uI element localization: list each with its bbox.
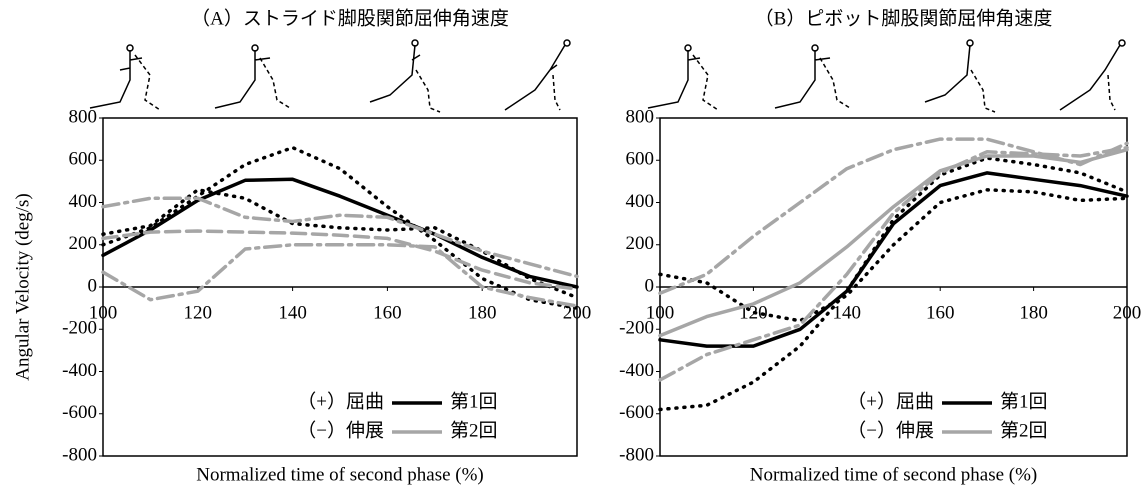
series-line [658, 171, 1129, 348]
y-tick-label: -200 [62, 318, 97, 339]
chart-title: （B）ピボット脚股関節屈伸角速度 [755, 7, 1053, 29]
y-axis-label: Angular Velocity (deg/s) [12, 193, 33, 381]
series-line [658, 188, 1129, 323]
legend-label: 第2回 [1000, 419, 1048, 441]
legend-annotation: （−）伸展 [297, 419, 384, 441]
y-tick-label: -600 [619, 402, 654, 423]
y-tick-label: -800 [619, 444, 654, 465]
x-tick-label: 200 [563, 302, 592, 323]
series-line [658, 147, 1129, 338]
x-tick-label: 200 [1113, 302, 1142, 323]
x-tick-label: 140 [833, 302, 862, 323]
series-line [101, 145, 579, 310]
stick-figures [89, 39, 1126, 113]
series-line [101, 177, 579, 289]
legend-label: 第2回 [450, 419, 498, 441]
y-tick-label: -400 [62, 360, 97, 381]
x-tick-label: 180 [1019, 302, 1048, 323]
chart-title: （A）ストライド脚股関節屈伸角速度 [191, 7, 509, 29]
series-line [101, 229, 579, 291]
x-tick-label: 120 [184, 302, 213, 323]
y-tick-label: 600 [69, 149, 98, 170]
y-tick-label: 400 [626, 191, 655, 212]
legend-label: 第1回 [450, 390, 498, 412]
series-line [658, 145, 1129, 382]
y-tick-label: 400 [69, 191, 98, 212]
y-tick-label: 200 [69, 233, 98, 254]
y-tick-label: 600 [626, 149, 655, 170]
x-axis-label: Normalized time of second phase (%) [750, 464, 1038, 485]
series-line [101, 196, 579, 279]
y-tick-label: -600 [62, 402, 97, 423]
y-tick-label: 0 [88, 275, 98, 296]
series-line [658, 137, 1129, 296]
y-tick-label: 800 [69, 106, 98, 127]
legend-label: 第1回 [1000, 390, 1048, 412]
x-tick-label: 140 [278, 302, 307, 323]
y-tick-label: 800 [626, 106, 655, 127]
y-tick-label: -200 [619, 318, 654, 339]
legend-annotation: （+）屈曲 [847, 390, 934, 412]
legend-annotation: （−）伸展 [847, 419, 934, 441]
x-tick-label: 160 [373, 302, 402, 323]
x-tick-label: 180 [468, 302, 497, 323]
x-tick-label: 100 [646, 302, 675, 323]
x-tick-label: 160 [926, 302, 955, 323]
y-tick-label: -400 [619, 360, 654, 381]
series-line [101, 188, 579, 300]
x-tick-label: 100 [89, 302, 118, 323]
y-tick-label: 200 [626, 233, 655, 254]
series-line [658, 156, 1129, 412]
y-tick-label: 0 [645, 275, 655, 296]
series-line [101, 243, 579, 308]
x-axis-label: Normalized time of second phase (%) [196, 464, 484, 485]
legend-annotation: （+）屈曲 [297, 390, 384, 412]
y-tick-label: -800 [62, 444, 97, 465]
